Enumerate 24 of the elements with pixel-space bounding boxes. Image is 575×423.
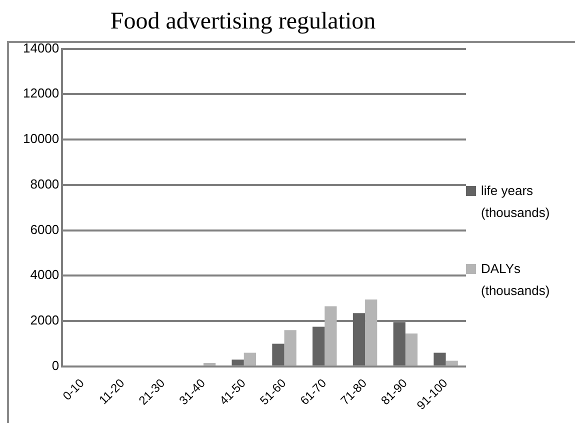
bar: [284, 330, 296, 366]
bar: [365, 299, 378, 366]
y-tick-label: 8000: [30, 176, 60, 192]
bar: [405, 334, 418, 366]
bar: [352, 313, 366, 366]
bar: [393, 322, 406, 366]
bar: [312, 326, 325, 366]
y-tick-label: 4000: [30, 267, 60, 282]
bar: [324, 306, 337, 366]
legend-label: DALYs (thousands): [481, 260, 551, 300]
bar: [244, 352, 256, 366]
bar: [204, 362, 216, 366]
bar: [232, 360, 244, 366]
y-tick-label: 0: [52, 358, 60, 373]
y-tick-label: 6000: [30, 222, 60, 237]
y-tick-label: 2000: [30, 312, 60, 328]
bar: [446, 360, 458, 366]
chart-title: Food advertising regulation: [110, 8, 376, 35]
bar: [272, 344, 284, 366]
y-tick-label: 10000: [22, 131, 60, 146]
y-tick-label: 12000: [22, 86, 60, 101]
y-tick-label: 14000: [22, 40, 60, 56]
legend-label: life years (thousands): [481, 182, 551, 222]
bar: [434, 352, 446, 366]
